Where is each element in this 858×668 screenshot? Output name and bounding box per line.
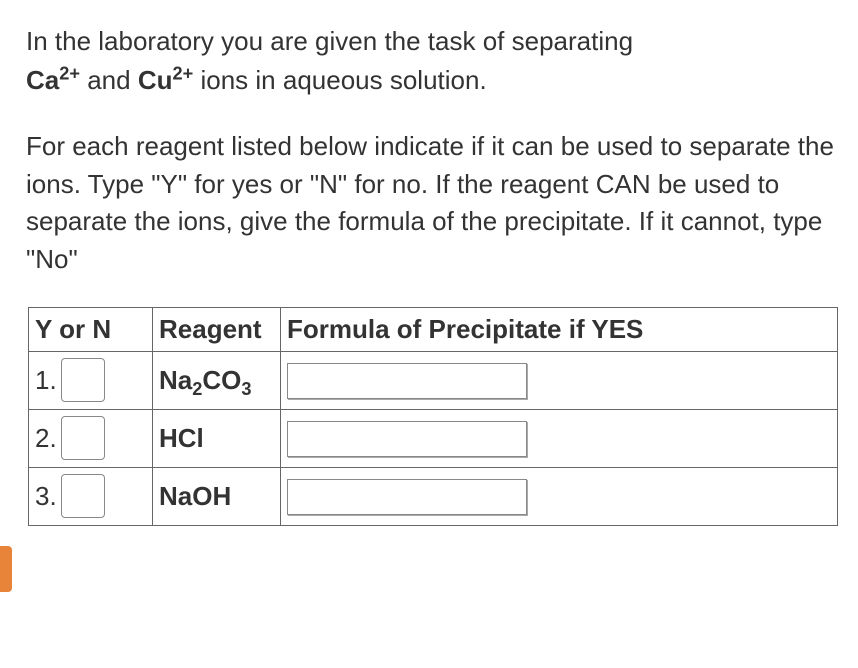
header-formula: Formula of Precipitate if YES	[281, 307, 838, 351]
yorn-cell: 2.	[35, 416, 146, 460]
row-number: 3.	[35, 481, 57, 512]
formula-cell	[281, 351, 838, 409]
header-reagent: Reagent	[153, 307, 281, 351]
row-number: 1.	[35, 365, 57, 396]
yorn-input-1[interactable]	[61, 358, 105, 402]
formula-input-3[interactable]	[287, 479, 527, 515]
reagent-cell: NaOH	[153, 467, 281, 525]
table-row: 2. HCl	[29, 409, 838, 467]
formula-cell	[281, 409, 838, 467]
formula-input-1[interactable]	[287, 363, 527, 399]
header-yorn: Y or N	[29, 307, 153, 351]
table-header-row: Y or N Reagent Formula of Precipitate if…	[29, 307, 838, 351]
row-number: 2.	[35, 423, 57, 454]
intro-between: and	[80, 65, 138, 95]
yorn-cell: 1.	[35, 358, 146, 402]
question-instructions: For each reagent listed below indicate i…	[26, 128, 840, 279]
reagent-cell: HCl	[153, 409, 281, 467]
ion1: Ca2+	[26, 65, 80, 95]
intro-suffix: ions in aqueous solution.	[193, 65, 486, 95]
reagent-table: Y or N Reagent Formula of Precipitate if…	[28, 307, 838, 526]
formula-input-2[interactable]	[287, 421, 527, 457]
table-row: 1. Na2CO3	[29, 351, 838, 409]
ion2: Cu2+	[138, 65, 193, 95]
formula-cell	[281, 467, 838, 525]
yorn-input-3[interactable]	[61, 474, 105, 518]
yorn-cell: 3.	[35, 474, 146, 518]
table-row: 3. NaOH	[29, 467, 838, 525]
side-tab-indicator[interactable]	[0, 546, 12, 592]
yorn-input-2[interactable]	[61, 416, 105, 460]
intro-line1-prefix: In the laboratory you are given the task…	[26, 26, 633, 56]
reagent-cell: Na2CO3	[153, 351, 281, 409]
question-intro: In the laboratory you are given the task…	[26, 22, 840, 100]
